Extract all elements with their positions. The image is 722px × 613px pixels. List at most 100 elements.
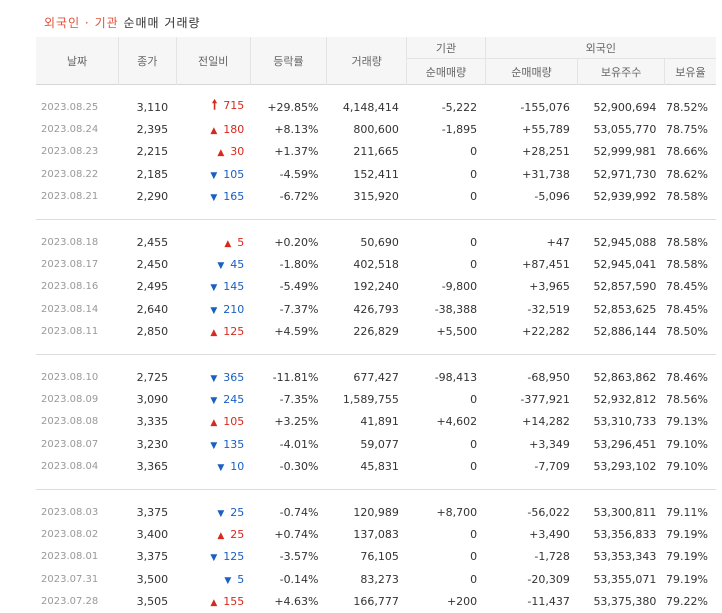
cell-ratio: 78.52%	[666, 100, 708, 114]
cell-volume: 315,920	[353, 190, 399, 204]
cell-rate: -0.30%	[279, 460, 319, 474]
cell-close: 2,395	[136, 123, 169, 137]
change-value: 145	[223, 280, 245, 294]
arrow-up-icon: ▲	[210, 126, 218, 137]
header-foreign: 외국인	[484, 37, 716, 59]
cell-volume: 83,273	[360, 572, 399, 586]
cell-rate: +1.37%	[274, 145, 319, 159]
cell-inst-net: 0	[470, 460, 478, 474]
cell-ratio: 78.75%	[666, 123, 708, 137]
cell-foreign-net: -11,437	[527, 595, 570, 609]
cell-date: 2023.08.24	[41, 124, 99, 136]
cell-close: 3,365	[136, 460, 169, 474]
cell-volume: 677,427	[353, 370, 399, 384]
arrow-down-icon: ▼	[210, 395, 218, 406]
change-value: 10	[230, 460, 245, 474]
cell-ratio: 79.13%	[666, 415, 708, 429]
cell-ratio: 78.50%	[666, 325, 708, 339]
cell-holdings: 52,939,992	[593, 190, 657, 204]
cell-change: ▼ 5	[176, 568, 250, 590]
cell-volume: 402,518	[353, 258, 399, 272]
cell-ratio: 79.19%	[666, 550, 708, 564]
group-spacer	[36, 354, 716, 366]
arrow-up-icon: ▲	[210, 328, 218, 339]
cell-close: 2,215	[136, 145, 169, 159]
cell-ratio: 79.10%	[666, 460, 708, 474]
change-value: 30	[230, 145, 245, 159]
cell-change: ▼ 210	[176, 298, 250, 320]
cell-inst-net: 0	[470, 258, 478, 272]
table-row: 2023.08.08 3,335 ▲ 105 +3.25% 41,891 +4,602 +14…	[36, 411, 716, 433]
cell-close: 2,640	[136, 302, 169, 316]
cell-date: 2023.08.01	[41, 551, 99, 563]
table-header: 날짜 종가 전일비 등락률 거래량 기관 외국인 순매매량 순매매량 보유주수 …	[36, 37, 716, 85]
cell-foreign-net: +31,738	[522, 167, 570, 181]
cell-date: 2023.08.04	[41, 461, 99, 473]
arrow-up-icon: ▲	[210, 418, 218, 429]
group-spacer	[36, 219, 716, 231]
cell-change: ▼ 165	[176, 186, 250, 208]
cell-ratio: 78.56%	[666, 392, 708, 406]
cell-change: ▼ 245	[176, 388, 250, 410]
cell-holdings: 52,999,981	[593, 145, 657, 159]
table-row: 2023.08.25 3,110 🠕 715 +29.85% 4,148,414 -5,22…	[36, 96, 716, 118]
table-row: 2023.08.07 3,230 ▼ 135 -4.01% 59,077 0 +3,349 53…	[36, 433, 716, 455]
change-value: 5	[237, 572, 245, 586]
change-value: 245	[223, 392, 245, 406]
cell-date: 2023.08.14	[41, 303, 99, 315]
cell-close: 3,110	[136, 100, 169, 114]
cell-inst-net: 0	[470, 190, 478, 204]
arrow-down-icon: ▼	[210, 193, 218, 204]
arrow-down-icon: ▼	[217, 261, 225, 272]
cell-volume: 45,831	[360, 460, 399, 474]
cell-inst-net: -38,388	[434, 302, 478, 316]
cell-holdings: 52,900,694	[593, 100, 657, 114]
cell-holdings: 53,293,102	[593, 460, 657, 474]
cell-foreign-net: -32,519	[527, 302, 570, 316]
cell-foreign-net: +3,490	[529, 527, 570, 541]
cell-volume: 41,891	[360, 415, 399, 429]
cell-close: 3,505	[136, 595, 169, 609]
cell-date: 2023.08.25	[41, 101, 99, 113]
cell-volume: 426,793	[353, 302, 399, 316]
cell-inst-net: 0	[470, 572, 478, 586]
cell-change: ▼ 105	[176, 163, 250, 185]
cell-ratio: 79.10%	[666, 437, 708, 451]
header-change: 전일비	[175, 37, 251, 85]
header-ratio: 보유율	[663, 58, 716, 85]
arrow-down-icon: ▼	[210, 440, 218, 451]
cell-close: 3,500	[136, 572, 169, 586]
cell-close: 2,455	[136, 235, 169, 249]
cell-rate: -4.01%	[279, 437, 319, 451]
cell-foreign-net: -1,728	[534, 550, 570, 564]
cell-holdings: 53,300,811	[593, 505, 657, 519]
table-row: 2023.08.18 2,455 ▲ 5 +0.20% 50,690 0 +47 52,945,…	[36, 231, 716, 253]
arrow-down-icon: ▼	[210, 553, 218, 564]
cell-volume: 192,240	[353, 280, 399, 294]
cell-change: ▼ 25	[176, 501, 250, 523]
cell-date: 2023.08.21	[41, 191, 99, 203]
cell-foreign-net: +3,965	[529, 280, 570, 294]
change-value: 180	[223, 123, 245, 137]
table-row: 2023.08.23 2,215 ▲ 30 +1.37% 211,665 0 +28,251 5…	[36, 141, 716, 163]
cell-rate: -0.74%	[279, 505, 319, 519]
table-row: 2023.08.24 2,395 ▲ 180 +8.13% 800,600 -1,895 +5…	[36, 118, 716, 140]
table-row: 2023.08.14 2,640 ▼ 210 -7.37% 426,793 -38,388 -…	[36, 298, 716, 320]
cell-rate: +29.85%	[267, 100, 319, 114]
header-holdings: 보유주수	[577, 58, 665, 85]
cell-ratio: 79.19%	[666, 572, 708, 586]
cell-holdings: 52,863,862	[593, 370, 657, 384]
table-row: 2023.08.02 3,400 ▲ 25 +0.74% 137,083 0 +3,490 53…	[36, 523, 716, 545]
cell-change: ▲ 155	[176, 590, 250, 612]
table-row: 2023.08.22 2,185 ▼ 105 -4.59% 152,411 0 +31,738…	[36, 163, 716, 185]
section-title: 외국인 · 기관 순매매 거래량	[44, 14, 201, 31]
cell-holdings: 53,353,343	[593, 550, 657, 564]
table-row: 2023.08.03 3,375 ▼ 25 -0.74% 120,989 +8,700 -56…	[36, 501, 716, 523]
cell-ratio: 79.19%	[666, 527, 708, 541]
table-row: 2023.08.10 2,725 ▼ 365 -11.81% 677,427 -98,413…	[36, 366, 716, 388]
cell-inst-net: 0	[470, 527, 478, 541]
cell-volume: 166,777	[353, 595, 399, 609]
group-divider	[36, 207, 716, 220]
cell-holdings: 52,932,812	[593, 392, 657, 406]
cell-holdings: 52,971,730	[593, 167, 657, 181]
